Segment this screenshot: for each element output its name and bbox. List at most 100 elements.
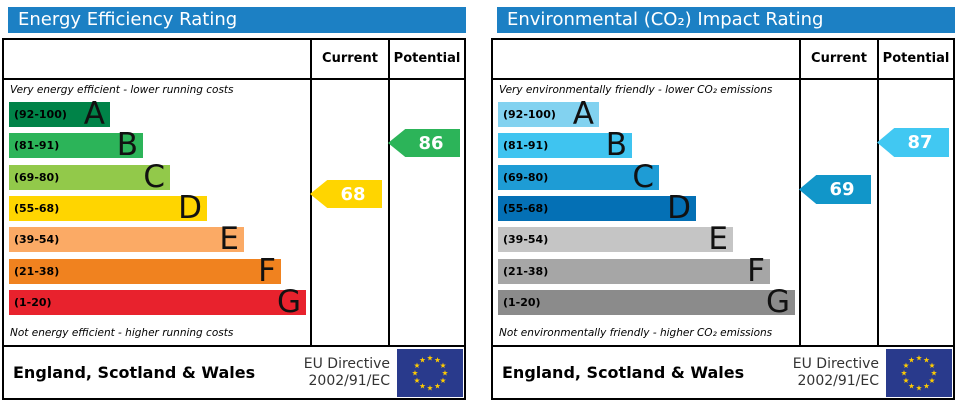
band-range: (39-54) — [503, 233, 549, 247]
svg-text:★: ★ — [419, 355, 426, 364]
panel-title: Energy Efficiency Rating — [8, 7, 466, 33]
current-column-header: Current — [322, 51, 378, 66]
eu-directive-line1: EU Directive — [303, 355, 390, 372]
svg-text:★: ★ — [434, 381, 441, 390]
band-range: (81-91) — [503, 139, 549, 153]
eu-directive-label: EU Directive 2002/91/EC — [304, 356, 397, 390]
current-rating-value: 68 — [340, 183, 366, 205]
band-letter: C — [632, 158, 654, 195]
energy-efficiency-panel: Energy Efficiency Rating Current Potenti… — [2, 7, 466, 400]
current-rating-value: 69 — [829, 179, 855, 200]
svg-text:★: ★ — [419, 381, 426, 390]
band-letter: C — [143, 158, 165, 195]
column-divider — [388, 40, 390, 345]
bottom-caption: Not environmentally friendly - higher CO… — [499, 327, 773, 339]
band-range: (1-20) — [503, 295, 541, 309]
table-header: Current Potential — [493, 40, 953, 80]
rating-chart: Very environmentally friendly - lower CO… — [493, 80, 953, 347]
band-letter: B — [605, 127, 627, 164]
svg-text:★: ★ — [427, 353, 434, 362]
current-rating-arrow: 68 — [310, 180, 382, 208]
eu-directive-line1: EU Directive — [792, 355, 879, 372]
rating-table: Current Potential Very environmentally f… — [491, 38, 955, 400]
band-g: (1-20) G — [9, 283, 306, 320]
column-divider — [310, 40, 312, 345]
band-range: (92-100) — [503, 108, 556, 121]
svg-text:★: ★ — [414, 361, 421, 370]
svg-text:★: ★ — [923, 381, 930, 390]
svg-text:★: ★ — [903, 361, 910, 370]
band-range: (55-68) — [14, 201, 60, 215]
potential-rating-arrow: 86 — [388, 129, 460, 157]
band-b: (81-91) B — [9, 127, 143, 164]
band-range: (69-80) — [14, 170, 60, 184]
table-footer: England, Scotland & Wales EU Directive 2… — [4, 347, 464, 398]
current-column-header: Current — [811, 51, 867, 66]
band-range: (69-80) — [503, 170, 549, 184]
svg-text:★: ★ — [929, 361, 936, 370]
environmental-impact-panel: Environmental (CO₂) Impact Rating Curren… — [491, 7, 955, 400]
svg-text:★: ★ — [901, 368, 908, 377]
region-label: England, Scotland & Wales — [502, 363, 745, 382]
svg-text:★: ★ — [923, 355, 930, 364]
band-letter: B — [116, 127, 138, 164]
band-a: (92-100) A — [498, 96, 599, 132]
band-range: (81-91) — [14, 139, 60, 153]
band-letter: A — [572, 96, 594, 132]
band-letter: E — [219, 221, 239, 258]
band-d: (55-68) D — [9, 189, 207, 226]
svg-text:★: ★ — [929, 376, 936, 385]
band-e: (39-54) E — [9, 221, 244, 258]
eu-directive-label: EU Directive 2002/91/EC — [793, 356, 886, 390]
column-divider — [877, 40, 879, 345]
svg-text:★: ★ — [412, 368, 419, 377]
svg-text:★: ★ — [908, 355, 915, 364]
bottom-caption: Not energy efficient - higher running co… — [10, 327, 234, 339]
svg-text:★: ★ — [434, 355, 441, 364]
rating-chart: Very energy efficient - lower running co… — [4, 80, 464, 347]
table-footer: England, Scotland & Wales EU Directive 2… — [493, 347, 953, 398]
band-a: (92-100) A — [9, 96, 110, 132]
svg-text:★: ★ — [414, 376, 421, 385]
band-range: (1-20) — [14, 295, 52, 309]
svg-text:★: ★ — [931, 368, 938, 377]
svg-text:★: ★ — [440, 376, 447, 385]
svg-text:★: ★ — [903, 376, 910, 385]
eu-flag-icon: ★ ★ ★ ★ ★ ★ ★ ★ ★ ★ ★ ★ — [397, 348, 463, 397]
band-letter: G — [765, 283, 790, 320]
eu-flag-icon: ★ ★ ★ ★ ★ ★ ★ ★ ★ ★ ★ ★ — [886, 348, 952, 397]
band-letter: E — [708, 221, 728, 258]
potential-rating-arrow: 87 — [877, 128, 949, 157]
band-c: (69-80) C — [498, 158, 659, 195]
band-letter: F — [258, 252, 276, 289]
band-letter: D — [178, 189, 202, 226]
band-range: (55-68) — [503, 201, 549, 215]
svg-text:★: ★ — [442, 368, 449, 377]
band-e: (39-54) E — [498, 221, 733, 258]
band-b: (81-91) B — [498, 127, 632, 164]
potential-column-header: Potential — [882, 51, 950, 66]
current-rating-arrow: 69 — [799, 175, 871, 204]
band-letter: A — [83, 96, 105, 132]
band-letter: G — [276, 283, 301, 320]
eu-directive-line2: 2002/91/EC — [308, 372, 391, 389]
svg-text:★: ★ — [427, 383, 434, 392]
rating-table: Current Potential Very energy efficient … — [2, 38, 466, 400]
svg-text:★: ★ — [908, 381, 915, 390]
band-range: (92-100) — [14, 108, 67, 121]
panel-title: Environmental (CO₂) Impact Rating — [497, 7, 955, 33]
column-divider — [799, 40, 801, 345]
region-label: England, Scotland & Wales — [13, 363, 256, 382]
svg-text:★: ★ — [916, 353, 923, 362]
band-f: (21-38) F — [9, 252, 281, 289]
svg-text:★: ★ — [440, 361, 447, 370]
potential-rating-value: 86 — [418, 132, 444, 154]
top-caption: Very energy efficient - lower running co… — [10, 84, 234, 96]
band-letter: F — [747, 252, 765, 289]
svg-text:★: ★ — [916, 383, 923, 392]
band-range: (21-38) — [14, 264, 60, 278]
band-g: (1-20) G — [498, 283, 795, 320]
band-f: (21-38) F — [498, 252, 770, 289]
table-header: Current Potential — [4, 40, 464, 80]
